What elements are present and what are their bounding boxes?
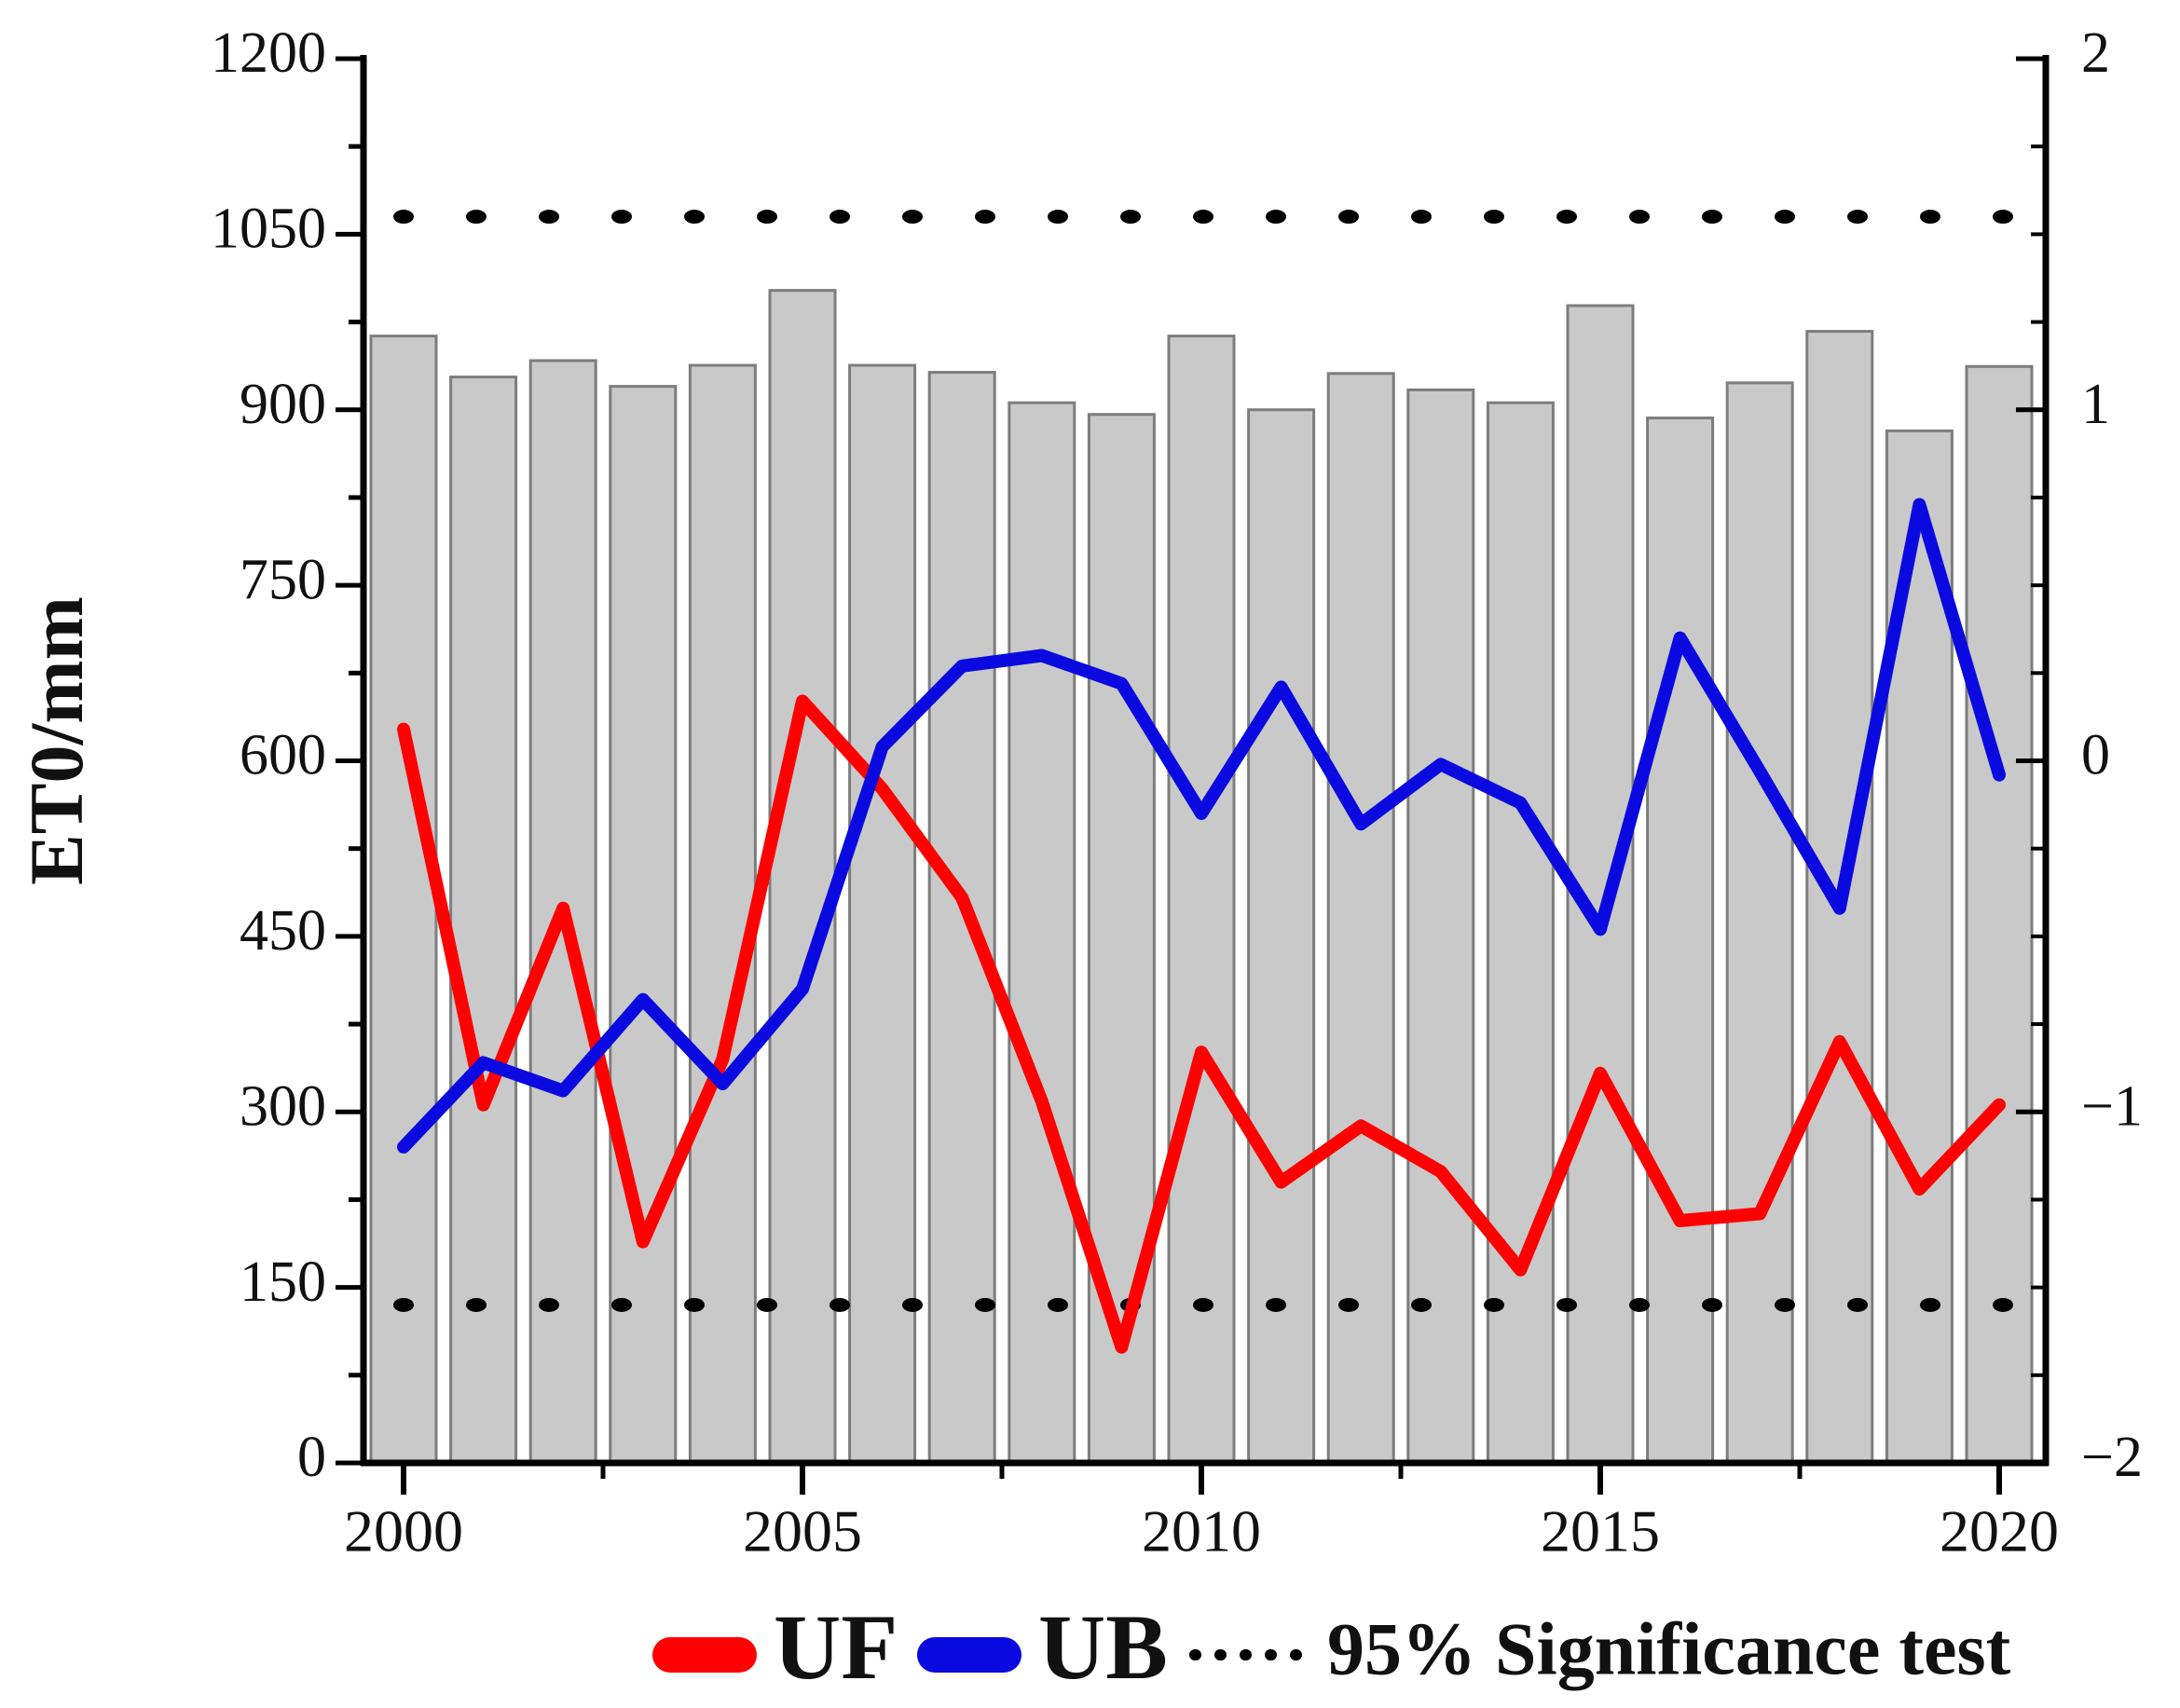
significance-dot — [466, 210, 487, 225]
legend-ub-label: UB — [1038, 1595, 1168, 1699]
left-tick-label: 0 — [297, 1426, 326, 1489]
bar-2017 — [1725, 381, 1794, 1465]
significance-dots-layer — [393, 210, 2013, 1312]
significance-dots-top — [393, 210, 2013, 225]
x-tick-label: 2005 — [743, 1498, 862, 1565]
legend: UF UB 95% Significance test — [652, 1595, 2011, 1699]
significance-dot — [1629, 210, 1650, 225]
right-tick-label: 1 — [2081, 373, 2110, 436]
right-tick-label: −1 — [2081, 1074, 2143, 1138]
bar-2012 — [1326, 372, 1395, 1465]
legend-uf-swatch — [652, 1637, 757, 1673]
x-tick-label: 2015 — [1541, 1498, 1660, 1565]
significance-dot — [393, 210, 414, 225]
significance-dot — [684, 1297, 705, 1312]
right-tick-label: 0 — [2081, 724, 2110, 787]
series-lines-layer — [397, 498, 2006, 1354]
significance-dot — [1556, 210, 1577, 225]
bars-layer — [369, 289, 2034, 1465]
bar-2006 — [848, 363, 917, 1465]
right-tick-label: −2 — [2081, 1426, 2143, 1489]
uf-line — [397, 694, 2006, 1354]
legend-significance-label: 95% Significance test — [1327, 1608, 2011, 1690]
left-tick-label: 300 — [240, 1074, 326, 1138]
significance-dot — [1920, 210, 1940, 225]
significance-dot — [1120, 210, 1141, 225]
significance-dot — [1920, 1297, 1940, 1312]
left-tick-label: 150 — [240, 1250, 326, 1314]
significance-dot — [975, 1297, 995, 1312]
x-tick-label: 2020 — [1940, 1498, 2059, 1565]
y-axis-title: ET0/mm — [14, 596, 99, 885]
left-tick-label: 450 — [240, 899, 326, 963]
significance-dot — [1702, 1297, 1722, 1312]
bar-2001 — [449, 376, 518, 1465]
significance-dot — [1193, 1297, 1213, 1312]
significance-dot — [1702, 210, 1722, 225]
significance-dot — [1048, 1297, 1068, 1312]
bar-2016 — [1646, 417, 1715, 1465]
bar-2000 — [369, 335, 438, 1465]
significance-dot — [611, 1297, 632, 1312]
x-tick-label: 2000 — [344, 1498, 463, 1565]
ub-line — [397, 498, 2006, 1154]
left-tick-label: 1200 — [211, 21, 326, 85]
significance-dot — [1048, 210, 1068, 225]
significance-dot — [1847, 1297, 1868, 1312]
legend-ub-swatch — [917, 1637, 1021, 1673]
bar-2007 — [927, 371, 996, 1465]
significance-dot — [684, 210, 705, 225]
significance-dot — [539, 1297, 559, 1312]
significance-dot — [757, 1297, 777, 1312]
bar-2010 — [1167, 335, 1236, 1465]
significance-dot — [1338, 1297, 1359, 1312]
significance-dot — [1411, 1297, 1432, 1312]
significance-dot — [1266, 210, 1286, 225]
legend-uf-label: UF — [774, 1595, 898, 1699]
significance-dot — [902, 1297, 923, 1312]
significance-dot — [1556, 1297, 1577, 1312]
significance-dot — [829, 1297, 850, 1312]
significance-dot — [1484, 1297, 1504, 1312]
significance-dot — [1775, 210, 1795, 225]
bar-2004 — [688, 363, 757, 1465]
bar-2013 — [1406, 388, 1475, 1465]
x-tick-label: 2010 — [1142, 1498, 1261, 1565]
axes-layer: 0 150 300 450 600 750 900 1050 1200 2 1 0 −1 −2 2000 20… — [211, 21, 2143, 1564]
significance-dot — [1338, 210, 1359, 225]
significance-dot — [393, 1297, 414, 1312]
significance-dot — [902, 210, 923, 225]
right-tick-label: 2 — [2081, 21, 2110, 85]
left-tick-label: 1050 — [211, 198, 326, 261]
significance-dot — [1993, 210, 2013, 225]
significance-dot — [1266, 1297, 1286, 1312]
significance-dot — [1629, 1297, 1650, 1312]
significance-dot — [975, 210, 995, 225]
left-tick-label: 900 — [240, 373, 326, 436]
significance-dot — [466, 1297, 487, 1312]
significance-dot — [1411, 210, 1432, 225]
significance-dots-bottom — [393, 1297, 2013, 1312]
significance-dot — [1775, 1297, 1795, 1312]
significance-dot — [1847, 210, 1868, 225]
significance-dot — [829, 210, 850, 225]
significance-dot — [611, 210, 632, 225]
significance-dot — [1484, 210, 1504, 225]
left-tick-label: 600 — [240, 724, 326, 787]
significance-dot — [1193, 210, 1213, 225]
left-tick-label: 750 — [240, 548, 326, 611]
bar-2005 — [768, 289, 837, 1465]
significance-dot — [539, 210, 559, 225]
significance-dot — [757, 210, 777, 225]
significance-dot — [1993, 1297, 2013, 1312]
